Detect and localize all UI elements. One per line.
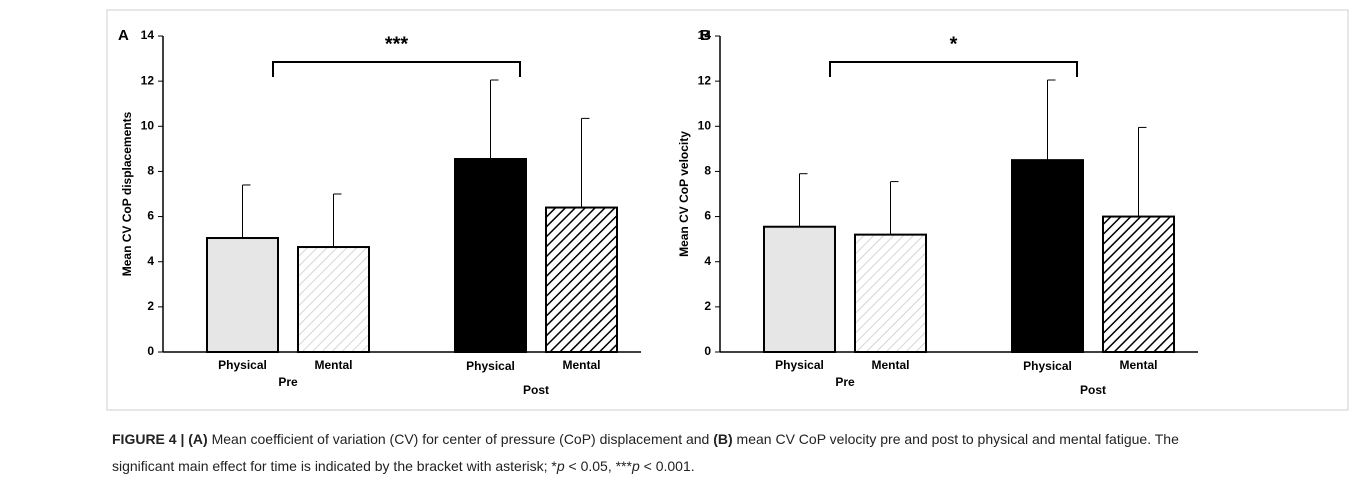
- bar: [454, 158, 527, 353]
- y-tick-label: 0: [704, 344, 711, 358]
- x-tick-label: Physical: [1023, 359, 1072, 373]
- caption: FIGURE 4 | (A) Mean coefficient of varia…: [112, 426, 1222, 480]
- y-tick-label: 6: [147, 209, 154, 223]
- y-tick-label: 10: [141, 118, 155, 132]
- x-tick-label: Physical: [466, 359, 515, 373]
- error-bar: [799, 173, 808, 227]
- y-tick-label: 12: [698, 73, 712, 87]
- error-bar: [490, 79, 499, 160]
- panel-label: B: [700, 27, 711, 44]
- x-tick-label: Mental: [871, 358, 909, 372]
- y-tick-label: 2: [147, 299, 154, 313]
- y-tick-label: 6: [704, 209, 711, 223]
- group-label: Post: [1080, 383, 1106, 397]
- y-tick-label: 4: [704, 254, 711, 268]
- error-bar: [1138, 126, 1147, 217]
- error-bar: [1047, 79, 1056, 161]
- caption-text: mean CV CoP velocity pre and post to phy…: [112, 431, 1179, 474]
- y-tick-label: 8: [704, 164, 711, 178]
- caption-text: (B): [713, 431, 733, 447]
- y-tick-label: 14: [698, 28, 712, 42]
- y-tick-label: 12: [141, 73, 155, 87]
- caption-text: FIGURE 4 |: [112, 431, 189, 447]
- bar: [545, 206, 618, 353]
- significance-annotation: *: [950, 33, 958, 55]
- x-tick-label: Physical: [218, 358, 267, 372]
- caption-text: (A): [188, 431, 208, 447]
- x-tick-label: Mental: [314, 358, 352, 372]
- y-tick-label: 8: [147, 164, 154, 178]
- group-label: Pre: [278, 375, 298, 389]
- y-tick-label: 2: [704, 299, 711, 313]
- caption-text: Mean coefficient of variation (CV) for c…: [207, 431, 714, 447]
- figure-frame: [106, 9, 1349, 411]
- panel-label: A: [118, 27, 129, 44]
- bar: [206, 237, 279, 353]
- y-axis-label: Mean CV CoP displacements: [120, 111, 134, 276]
- group-label: Pre: [835, 375, 855, 389]
- caption-text: p: [631, 458, 640, 474]
- caption-text: p: [556, 458, 565, 474]
- bar: [297, 246, 370, 354]
- x-tick-label: Mental: [1119, 358, 1157, 372]
- significance-bracket: [272, 61, 521, 77]
- caption-text: < 0.05, ***: [564, 458, 632, 474]
- significance-bracket: [829, 61, 1078, 77]
- error-bar: [333, 193, 342, 248]
- x-tick-label: Mental: [562, 358, 600, 372]
- group-label: Post: [523, 383, 549, 397]
- y-tick-label: 10: [698, 118, 712, 132]
- error-bar: [581, 117, 590, 208]
- caption-text: < 0.001.: [639, 458, 695, 474]
- error-bar: [890, 181, 899, 235]
- error-bar: [242, 184, 251, 239]
- bar: [1102, 215, 1175, 353]
- y-tick-label: 4: [147, 254, 154, 268]
- y-tick-label: 0: [147, 344, 154, 358]
- significance-annotation: ***: [385, 33, 409, 55]
- x-tick-label: Physical: [775, 358, 824, 372]
- bar: [763, 225, 836, 354]
- y-tick-label: 14: [141, 28, 155, 42]
- bar: [854, 233, 927, 353]
- bar: [1011, 159, 1084, 353]
- y-axis-label: Mean CV CoP velocity: [677, 131, 691, 257]
